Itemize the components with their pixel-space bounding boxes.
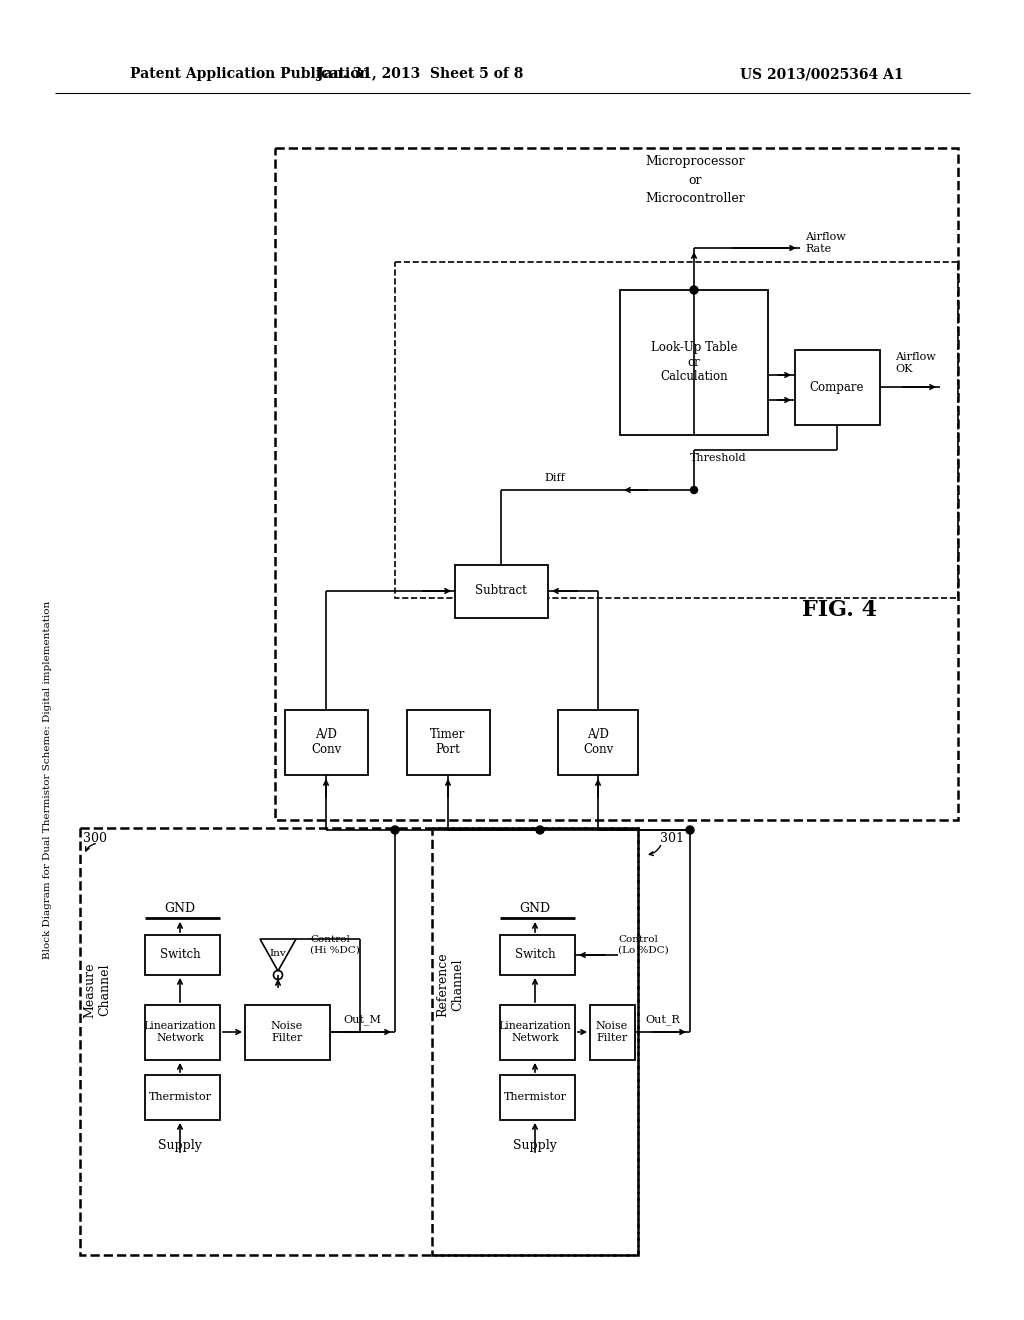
Text: Subtract: Subtract <box>475 585 527 598</box>
Text: FIG. 4: FIG. 4 <box>803 599 878 620</box>
Bar <box>407 710 490 775</box>
Text: Airflow
OK: Airflow OK <box>895 352 936 374</box>
Text: Out_M: Out_M <box>343 1015 381 1026</box>
Text: US 2013/0025364 A1: US 2013/0025364 A1 <box>740 67 903 81</box>
Text: Look-Up Table
or
Calculation: Look-Up Table or Calculation <box>650 341 737 384</box>
Text: Supply: Supply <box>158 1138 202 1151</box>
Text: Measure
Channel: Measure Channel <box>83 962 111 1018</box>
Text: A/D
Conv: A/D Conv <box>583 729 613 756</box>
Circle shape <box>690 286 698 294</box>
Bar <box>285 710 368 775</box>
Text: Out_R: Out_R <box>645 1015 680 1026</box>
Text: Noise
Filter: Noise Filter <box>271 1022 303 1043</box>
Bar <box>500 935 575 975</box>
Text: Linearization
Network: Linearization Network <box>499 1022 571 1043</box>
Bar <box>245 1005 330 1060</box>
Bar <box>558 710 638 775</box>
Text: Thermistor: Thermistor <box>504 1092 566 1102</box>
Text: Diff: Diff <box>545 473 565 483</box>
Circle shape <box>686 826 694 834</box>
Text: Block Diagram for Dual Thermistor Scheme: Digital implementation: Block Diagram for Dual Thermistor Scheme… <box>43 601 52 960</box>
Bar <box>500 1005 575 1060</box>
Bar <box>145 1005 220 1060</box>
Bar <box>455 565 548 618</box>
Text: 300: 300 <box>83 833 106 846</box>
Circle shape <box>536 826 544 834</box>
Text: Reference
Channel: Reference Channel <box>436 953 464 1018</box>
Circle shape <box>690 487 697 494</box>
Bar <box>500 1074 575 1119</box>
Text: Control
(Lo %DC): Control (Lo %DC) <box>618 936 669 954</box>
Text: Airflow
Rate: Airflow Rate <box>805 232 846 253</box>
Text: Switch: Switch <box>160 949 201 961</box>
Bar <box>795 350 880 425</box>
Text: Patent Application Publication: Patent Application Publication <box>130 67 370 81</box>
Text: Control
(Hi %DC): Control (Hi %DC) <box>310 936 359 954</box>
Text: Linearization
Network: Linearization Network <box>143 1022 216 1043</box>
Text: GND: GND <box>165 902 196 915</box>
Text: Thermistor: Thermistor <box>148 1092 212 1102</box>
Text: Supply: Supply <box>513 1138 557 1151</box>
Text: A/D
Conv: A/D Conv <box>311 729 341 756</box>
Text: Switch: Switch <box>515 949 555 961</box>
Text: Microcontroller: Microcontroller <box>645 191 744 205</box>
Text: 301: 301 <box>660 833 684 846</box>
Text: Jan. 31, 2013  Sheet 5 of 8: Jan. 31, 2013 Sheet 5 of 8 <box>316 67 523 81</box>
Text: Inv: Inv <box>269 949 287 957</box>
Text: Timer
Port: Timer Port <box>430 729 466 756</box>
Text: Compare: Compare <box>810 380 864 393</box>
Text: Noise
Filter: Noise Filter <box>596 1022 628 1043</box>
Circle shape <box>391 826 399 834</box>
Text: or: or <box>688 173 701 186</box>
Text: Microprocessor: Microprocessor <box>645 156 744 169</box>
Text: GND: GND <box>519 902 551 915</box>
Bar <box>145 1074 220 1119</box>
Text: Threshold: Threshold <box>690 453 746 463</box>
Bar <box>590 1005 635 1060</box>
Bar <box>145 935 220 975</box>
Bar <box>620 290 768 436</box>
